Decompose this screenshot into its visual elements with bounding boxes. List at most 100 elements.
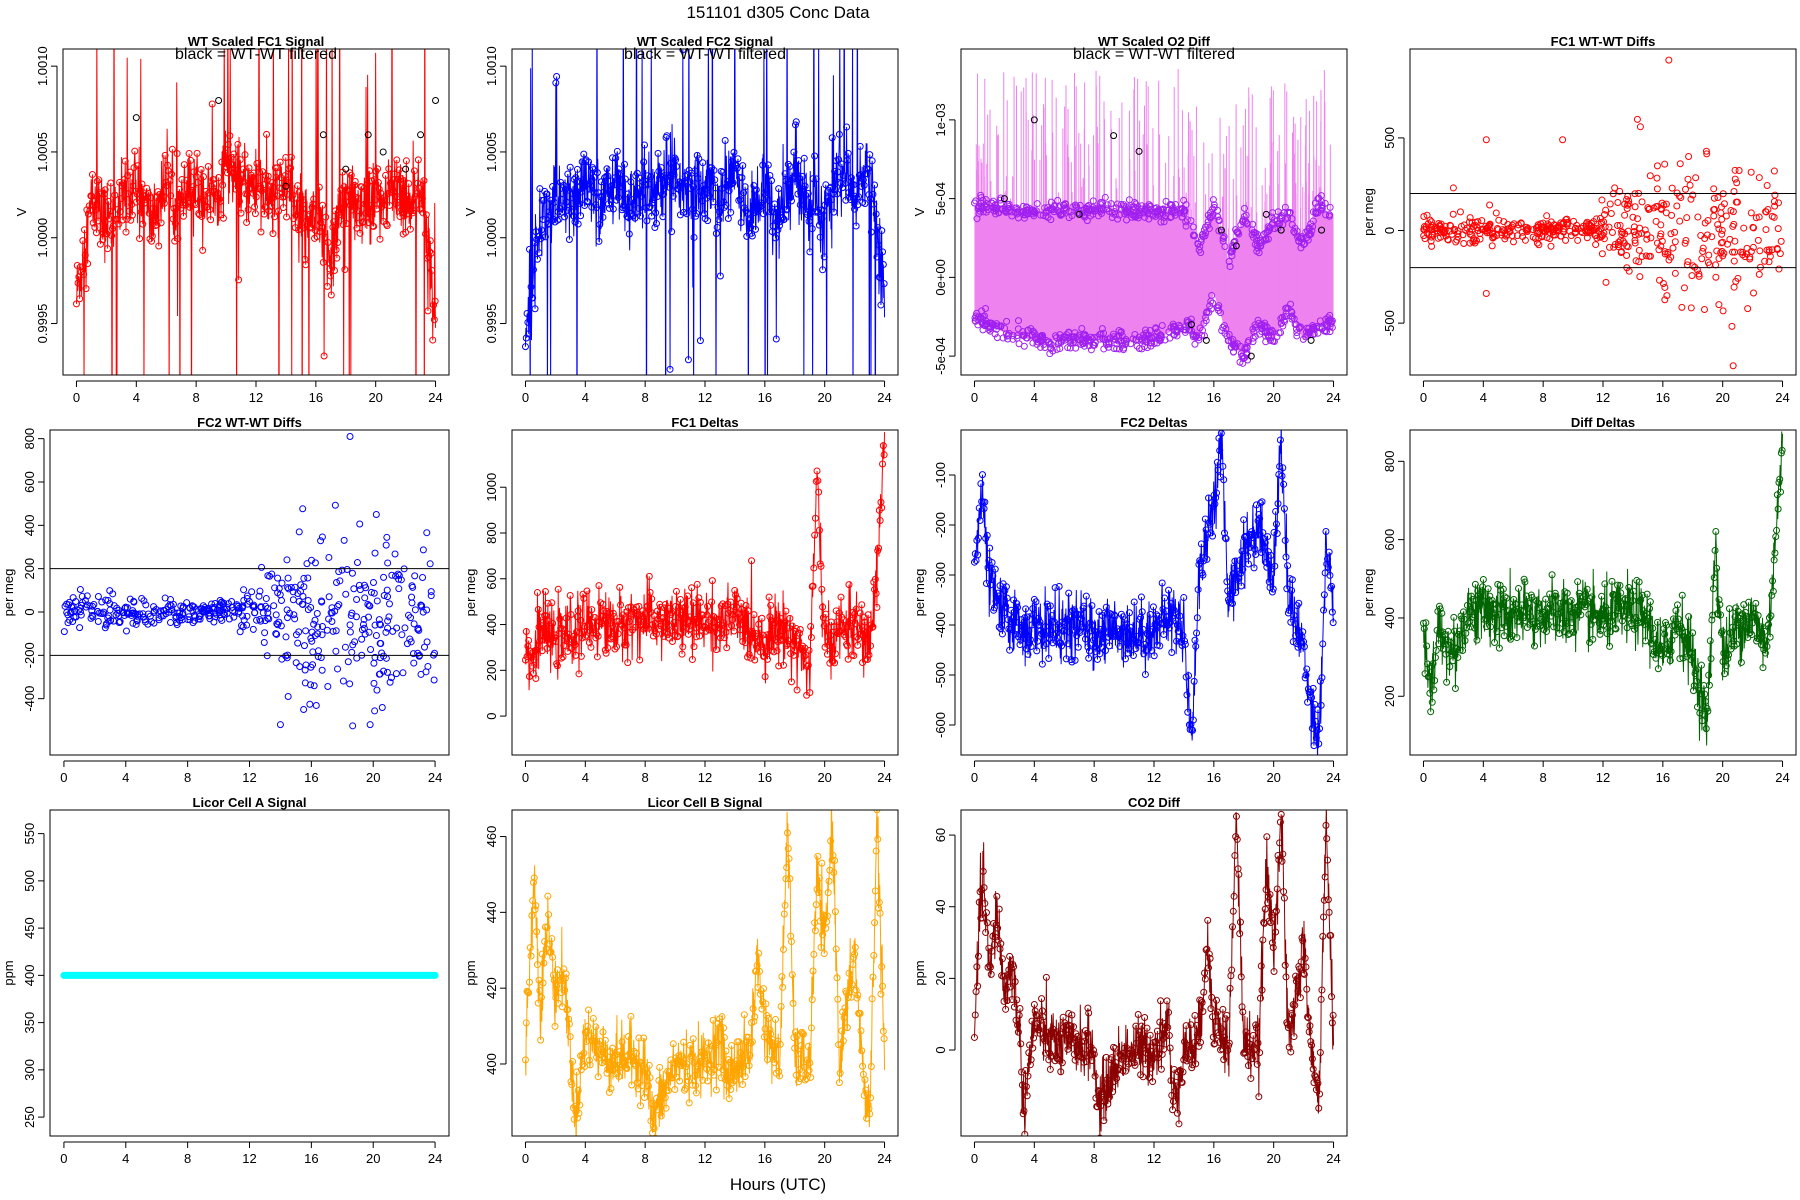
marker bbox=[765, 197, 773, 205]
marker bbox=[1651, 635, 1659, 643]
marker bbox=[545, 911, 553, 919]
marker bbox=[683, 210, 691, 218]
x-tick-label: 0 bbox=[971, 770, 978, 785]
outlier-point bbox=[1636, 123, 1644, 131]
marker bbox=[703, 611, 711, 619]
marker bbox=[1574, 578, 1582, 586]
marker bbox=[542, 945, 550, 953]
marker bbox=[847, 196, 855, 204]
marker bbox=[615, 1072, 623, 1080]
marker bbox=[980, 505, 988, 513]
marker bbox=[556, 971, 564, 979]
marker bbox=[553, 73, 561, 81]
marker bbox=[522, 628, 530, 636]
marker bbox=[1550, 623, 1558, 631]
marker bbox=[601, 617, 609, 625]
scatter-point bbox=[1598, 196, 1606, 204]
marker bbox=[1601, 580, 1609, 588]
marker bbox=[404, 210, 412, 218]
marker bbox=[1131, 199, 1139, 207]
marker bbox=[1076, 201, 1084, 209]
scatter-point bbox=[308, 556, 316, 564]
marker bbox=[1158, 579, 1166, 587]
filtered-marker bbox=[215, 96, 223, 104]
marker bbox=[1058, 642, 1066, 650]
marker bbox=[855, 193, 863, 201]
marker bbox=[781, 170, 789, 178]
marker bbox=[1225, 598, 1233, 606]
marker bbox=[1706, 637, 1714, 645]
x-tick-label: 8 bbox=[642, 770, 649, 785]
marker bbox=[663, 132, 671, 140]
marker bbox=[1328, 608, 1336, 616]
marker bbox=[864, 165, 872, 173]
marker bbox=[667, 159, 675, 167]
marker bbox=[541, 588, 549, 596]
marker bbox=[414, 156, 422, 164]
scatter-point bbox=[302, 627, 310, 635]
marker bbox=[281, 172, 289, 180]
scatter-point bbox=[1625, 197, 1633, 205]
marker bbox=[1089, 636, 1097, 644]
marker bbox=[1654, 618, 1662, 626]
scatter-point bbox=[284, 584, 292, 592]
scatter-point bbox=[312, 701, 320, 709]
marker bbox=[1597, 626, 1605, 634]
marker bbox=[168, 145, 176, 153]
marker bbox=[596, 221, 604, 229]
scatter-point bbox=[218, 616, 226, 624]
scatter-point bbox=[297, 581, 305, 589]
marker bbox=[583, 1027, 591, 1035]
scatter-point bbox=[206, 612, 214, 620]
marker bbox=[324, 239, 332, 247]
marker bbox=[539, 636, 547, 644]
marker bbox=[702, 185, 710, 193]
marker bbox=[1189, 330, 1197, 338]
marker bbox=[415, 184, 423, 192]
marker bbox=[800, 154, 808, 162]
x-tick-label: 12 bbox=[1596, 390, 1610, 405]
marker bbox=[94, 217, 102, 225]
scatter-point bbox=[1718, 230, 1726, 238]
marker bbox=[565, 235, 573, 243]
marker bbox=[533, 961, 541, 969]
figure-xlabel: Hours (UTC) bbox=[730, 1175, 826, 1194]
marker bbox=[876, 517, 884, 525]
scatter-point bbox=[384, 617, 392, 625]
marker bbox=[792, 625, 800, 633]
scatter-point bbox=[1552, 224, 1560, 232]
marker bbox=[691, 167, 699, 175]
x-tick-label: 0 bbox=[1420, 390, 1427, 405]
scatter-point bbox=[239, 612, 247, 620]
marker bbox=[167, 192, 175, 200]
marker bbox=[670, 171, 678, 179]
y-tick-label: 600 bbox=[1382, 529, 1397, 551]
marker bbox=[1149, 603, 1157, 611]
marker bbox=[780, 619, 788, 627]
marker bbox=[664, 176, 672, 184]
marker bbox=[1129, 634, 1137, 642]
scatter-point bbox=[161, 594, 169, 602]
marker bbox=[193, 149, 201, 157]
outlier-point bbox=[276, 721, 284, 729]
marker bbox=[566, 1033, 574, 1041]
marker bbox=[585, 1056, 593, 1064]
marker bbox=[237, 209, 245, 217]
marker bbox=[1005, 203, 1013, 211]
marker bbox=[239, 177, 247, 185]
marker bbox=[111, 191, 119, 199]
marker bbox=[1538, 608, 1546, 616]
marker bbox=[1229, 335, 1237, 343]
marker bbox=[221, 149, 229, 157]
marker bbox=[1153, 207, 1161, 215]
marker bbox=[1138, 202, 1146, 210]
scatter-point bbox=[1718, 247, 1726, 255]
marker bbox=[622, 1064, 630, 1072]
marker bbox=[1276, 220, 1284, 228]
marker bbox=[1204, 221, 1212, 229]
scatter-point bbox=[283, 614, 291, 622]
scatter-point bbox=[1677, 194, 1685, 202]
marker bbox=[588, 606, 596, 614]
marker bbox=[1618, 617, 1626, 625]
